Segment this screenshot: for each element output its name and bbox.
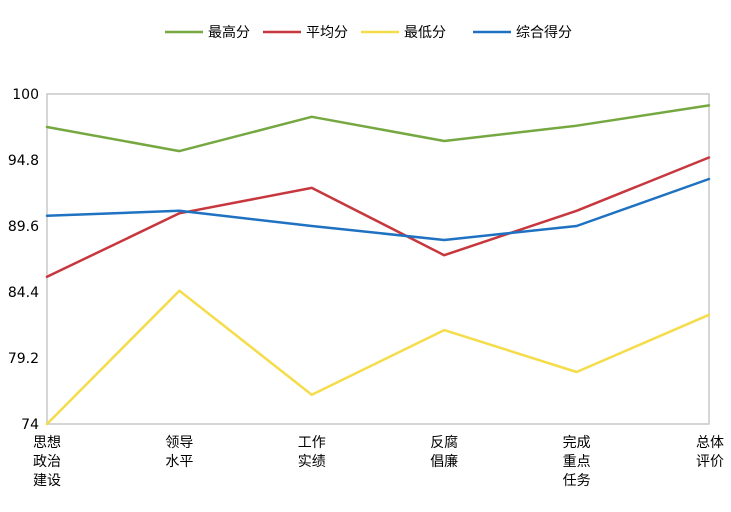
x-tick-label: 评价	[696, 454, 724, 470]
x-tick-label: 重点	[563, 454, 591, 470]
series-line-1	[45, 104, 711, 153]
x-tick-label: 完成	[563, 435, 591, 451]
plot-area	[46, 93, 710, 425]
plot-frame	[46, 93, 710, 425]
legend-label: 平均分	[306, 25, 348, 41]
series-line-4	[45, 177, 711, 242]
x-tick-label: 领导	[165, 435, 193, 451]
x-tick-label: 总体	[696, 435, 724, 451]
series-line-2	[45, 156, 711, 279]
legend-label: 最低分	[404, 25, 446, 41]
x-tick-label: 政治	[33, 454, 61, 470]
y-tick-label: 84.4	[8, 285, 39, 301]
x-tick-label: 思想	[33, 435, 61, 451]
legend-label: 综合得分	[516, 24, 572, 41]
x-tick-label: 建设	[33, 473, 61, 489]
legend-item: 综合得分	[473, 24, 572, 41]
x-tick-label: 任务	[563, 473, 591, 489]
x-tick-label: 倡廉	[430, 453, 458, 470]
y-tick-label: 79.2	[8, 351, 39, 367]
legend-item: 平均分	[263, 25, 348, 41]
x-tick-label: 水平	[165, 454, 193, 470]
x-tick-label: 实绩	[298, 454, 326, 470]
legend-item: 最高分	[165, 24, 250, 41]
x-tick-label: 反腐	[430, 434, 458, 451]
legend-label: 最高分	[208, 24, 250, 41]
y-tick-label: 74	[21, 417, 39, 433]
x-tick-label: 工作	[298, 435, 326, 451]
y-tick-label: 89.6	[8, 219, 39, 235]
legend-item: 最低分	[361, 25, 446, 41]
y-axis: 100 94.8 89.6 84.4 79.2 74	[8, 87, 39, 433]
chart-legend: 最高分 平均分 最低分 综合得分	[165, 24, 572, 41]
y-tick-label: 100	[12, 87, 39, 103]
series-lines	[45, 104, 711, 426]
series-line-3	[45, 289, 711, 426]
y-tick-label: 94.8	[8, 153, 39, 169]
